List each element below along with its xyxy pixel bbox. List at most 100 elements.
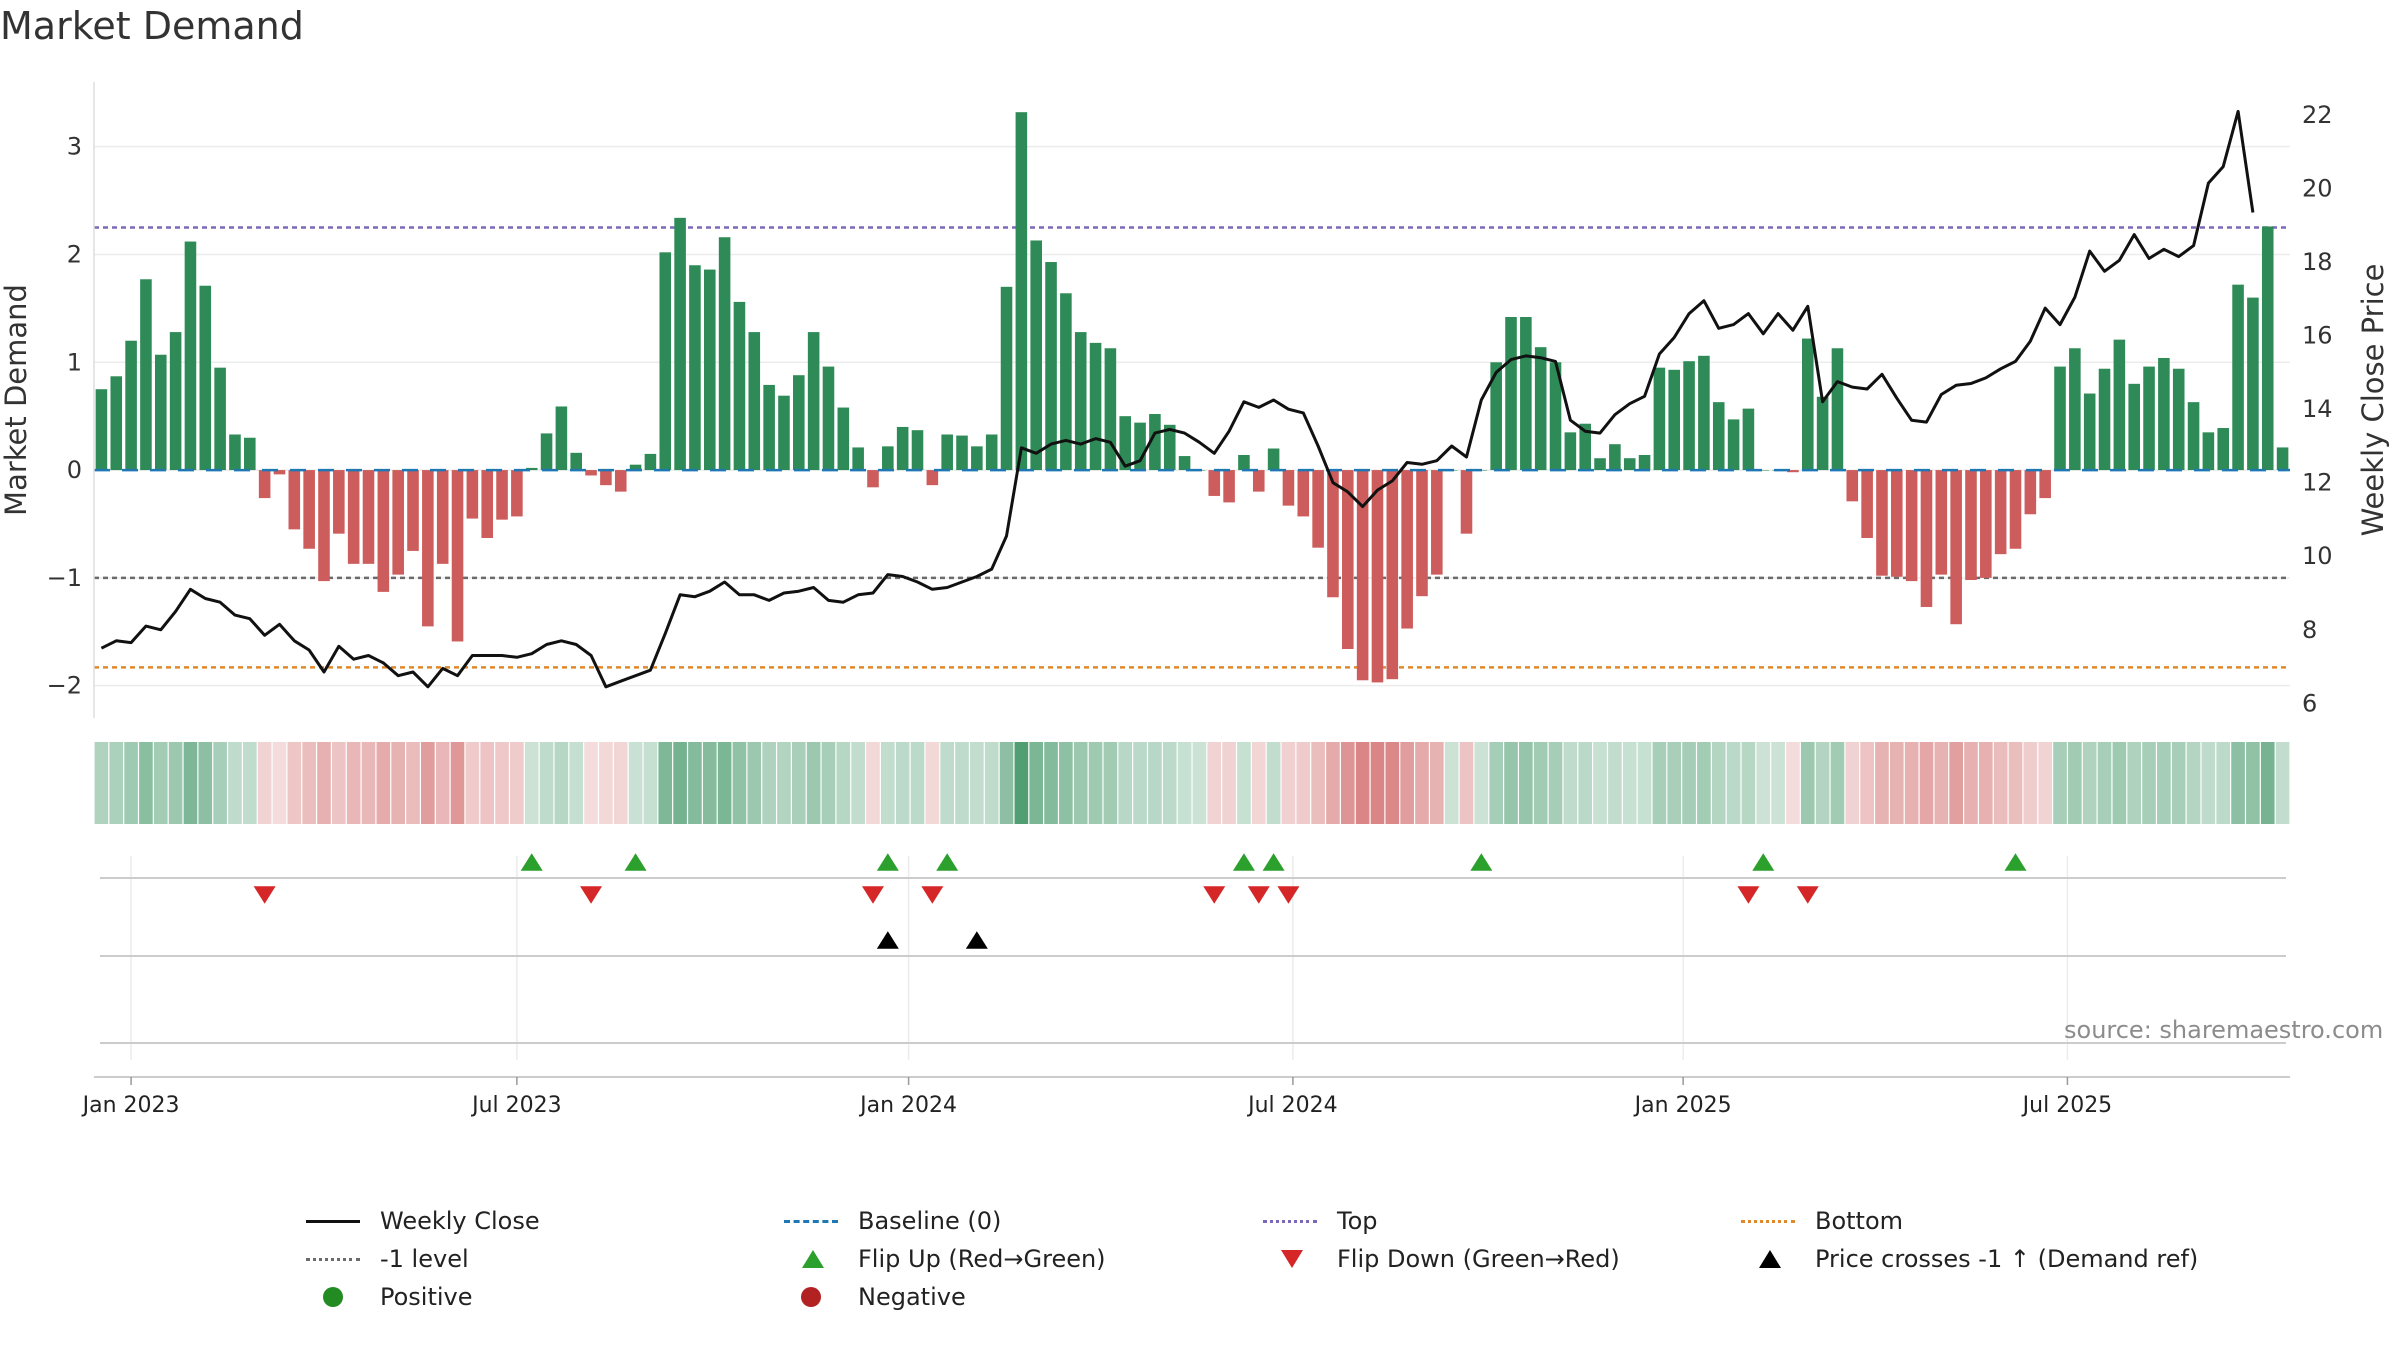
heat-cell [1148,742,1162,824]
heat-cell [2097,742,2112,824]
demand-bar [2024,470,2037,515]
demand-bar [1549,362,1562,471]
demand-bar [2187,402,2200,471]
demand-bar [689,265,701,471]
legend-weekly-close: Weekly Close [300,1206,540,1236]
legend-minus1: -1 level [300,1244,469,1274]
demand-bar [1816,396,1829,471]
heat-cell [1400,742,1414,824]
demand-bar [1371,470,1384,683]
heat-cell [1860,742,1874,824]
heat-cell [272,742,287,824]
demand-bar [244,437,256,471]
heat-cell [168,742,183,824]
heat-cell [1385,742,1400,824]
heat-cell [465,742,480,824]
baseline-swatch [778,1206,844,1236]
demand-bar [1045,262,1057,471]
demand-bar [1416,470,1428,597]
heat-cell [406,742,420,824]
demand-bar [2039,470,2051,499]
heat-cell [183,742,198,824]
y2-axis-label: Weekly Close Price [2356,264,2390,537]
y2-tick-label: 22 [2302,101,2333,129]
demand-bar [2158,357,2170,471]
flip-up-marker [876,853,899,871]
heat-cell [1296,742,1311,824]
demand-bar [1134,422,1146,471]
heat-cell [1875,742,1889,824]
legend-label: Positive [380,1283,473,1311]
demand-bar [347,470,360,564]
heat-cell [1073,742,1088,824]
demand-bar [1920,470,1933,607]
heat-cell [2246,742,2260,824]
x-tick-label: Jan 2023 [81,1093,180,1118]
demand-bar [1208,470,1221,496]
cross-up-marker [965,931,988,949]
heat-cell [1519,742,1533,824]
demand-bar [1980,470,1992,578]
source-note: source: sharemaestro.com [2064,1016,2384,1044]
demand-bar [1178,456,1191,471]
heat-cell [391,742,405,824]
heat-cell [1993,742,2008,824]
demand-bar [748,332,761,471]
demand-bar [555,406,568,471]
heat-cell [925,742,940,824]
demand-bar [2261,226,2274,471]
demand-bar [214,367,226,471]
demand-bar [1579,423,1591,471]
demand-bar [273,470,286,475]
demand-bar [1149,414,1161,471]
heat-cell [1192,742,1207,824]
heat-cell [1504,742,1518,824]
heat-cell [732,742,747,824]
demand-bar [629,464,642,471]
legend-label: Baseline (0) [858,1207,1002,1235]
demand-bar [1119,416,1132,471]
demand-bar [2054,366,2066,471]
chart-title: Market Demand [0,4,304,48]
flip-down-marker [1737,886,1760,904]
demand-bar [288,470,301,530]
demand-bar [971,446,983,471]
demand-bar [659,252,672,471]
legend-label: Bottom [1815,1207,1904,1235]
heat-cell [1726,742,1741,824]
demand-bar [511,470,523,517]
legend-bottom: Bottom [1735,1206,1903,1236]
heat-cell [1237,742,1251,824]
heat-cell [1771,742,1785,824]
legend-label: Top [1337,1207,1378,1235]
heat-cell [2038,742,2052,824]
heat-cell [554,742,569,824]
demand-bar [525,467,538,471]
y-tick-label: 1 [67,348,82,376]
heat-cell [2112,742,2127,824]
demand-bar [1712,402,1725,471]
heat-cell [1029,742,1044,824]
heat-cell [2231,742,2245,824]
demand-bar [2217,428,2230,471]
heat-cell [376,742,391,824]
demand-bar [1727,419,1740,471]
heat-cell [940,742,954,824]
demand-bar [1564,432,1577,471]
demand-bar [852,447,864,471]
heat-cell [688,742,702,824]
demand-bars [94,112,2290,683]
y-axis-label: Market Demand [0,284,33,516]
heat-cell [955,742,969,824]
heat-cell [1281,742,1296,824]
positive-dot-icon [300,1282,366,1312]
heat-cell [851,742,865,824]
heat-cell [613,742,628,824]
demand-bar [1282,470,1295,506]
demand-bar [985,434,998,471]
heat-cell [213,742,227,824]
demand-bar [926,470,939,486]
heat-cell [1711,742,1726,824]
y-tick-label: −2 [47,672,82,700]
y2-tick-label: 14 [2302,395,2333,423]
